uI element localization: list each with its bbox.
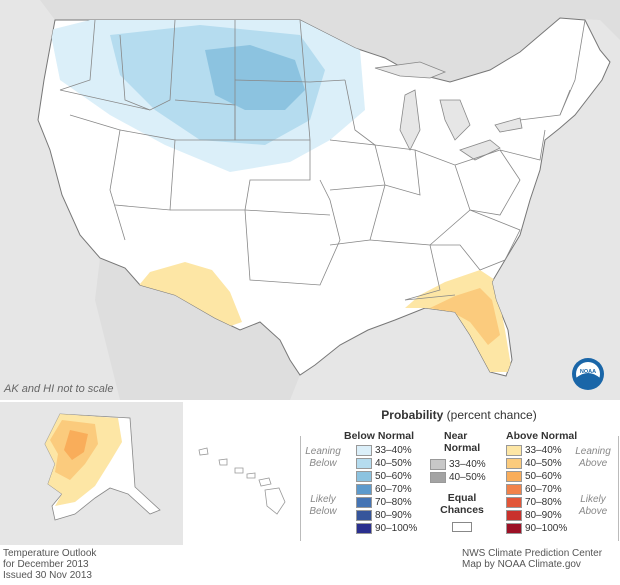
- legend: Probability (percent chance) Below Norma…: [298, 402, 620, 545]
- legend-near-swatch: [430, 459, 446, 470]
- footer-left: Temperature Outlook for December 2013 Is…: [3, 548, 96, 581]
- legend-below-swatch: [356, 497, 372, 508]
- legend-above-label: 90–100%: [525, 523, 568, 535]
- legend-below-swatch: [356, 458, 372, 469]
- legend-below-label: 40–50%: [375, 458, 412, 470]
- legend-above-frame: [566, 436, 619, 541]
- legend-above-label: 60–70%: [525, 484, 562, 496]
- legend-equal-chances: Equal Chances: [440, 492, 484, 516]
- legend-above-swatch: [506, 445, 522, 456]
- legend-below-label: 50–60%: [375, 471, 412, 483]
- legend-below-swatch: [356, 445, 372, 456]
- great-lakes: [374, 61, 523, 161]
- legend-below-row: 90–100%: [356, 523, 417, 535]
- legend-below-label: 80–90%: [375, 510, 412, 522]
- legend-above-label: 70–80%: [525, 497, 562, 509]
- legend-below-label: 60–70%: [375, 484, 412, 496]
- scale-note: AK and HI not to scale: [4, 383, 114, 395]
- legend-above-row: 50–60%: [506, 471, 562, 483]
- noaa-logo-text: NOAA: [580, 369, 596, 375]
- legend-above-label: 33–40%: [525, 445, 562, 457]
- footer-period: for December 2013: [3, 559, 89, 570]
- legend-below-label: 90–100%: [375, 523, 418, 535]
- mexico-landmass: [95, 258, 300, 400]
- legend-likely-below: Likely Below: [309, 494, 337, 517]
- legend-above-row: 40–50%: [506, 458, 562, 470]
- legend-above-row: 80–90%: [506, 510, 562, 522]
- legend-below-swatch: [356, 510, 372, 521]
- footer-outlook: Temperature Outlook: [3, 548, 97, 559]
- legend-above-label: 80–90%: [525, 510, 562, 522]
- legend-near-row: 40–50%: [430, 472, 486, 484]
- legend-likely-above: Likely Above: [578, 494, 608, 517]
- footer-cpc: NWS Climate Prediction Center: [462, 548, 603, 559]
- legend-below-frame: [300, 436, 353, 541]
- legend-below-row: 33–40%: [356, 445, 412, 457]
- hawaii-panel: [185, 402, 296, 545]
- legend-below-row: 80–90%: [356, 510, 412, 522]
- state-lines: [59, 19, 586, 301]
- noaa-logo: NOAA: [572, 358, 604, 390]
- legend-above-row: 33–40%: [506, 445, 562, 457]
- legend-above-swatch: [506, 497, 522, 508]
- legend-above-header: Above Normal: [506, 430, 578, 442]
- alaska-panel: [0, 402, 183, 545]
- footer-right: NWS Climate Prediction Center Map by NOA…: [462, 548, 602, 570]
- legend-above-swatch: [506, 523, 522, 534]
- footer-mapby: Map by NOAA Climate.gov: [462, 559, 581, 570]
- hawaii-islands: [198, 447, 286, 515]
- legend-above-swatch: [506, 510, 522, 521]
- legend-below-row: 70–80%: [356, 497, 412, 509]
- conus-map: NOAA: [37, 0, 620, 400]
- legend-above-row: 90–100%: [506, 523, 567, 535]
- legend-below-row: 60–70%: [356, 484, 412, 496]
- legend-near-header: Near Normal: [444, 430, 481, 454]
- main-map: NOAA AK and HI not to scale: [0, 0, 620, 400]
- legend-above-swatch: [506, 458, 522, 469]
- legend-below-header: Below Normal: [344, 430, 415, 442]
- legend-below-swatch: [356, 471, 372, 482]
- legend-below-label: 33–40%: [375, 445, 412, 457]
- legend-above-swatch: [506, 484, 522, 495]
- alaska-above-50-60: [64, 430, 88, 460]
- legend-title: Probability (percent chance): [298, 408, 620, 422]
- legend-above-label: 40–50%: [525, 458, 562, 470]
- legend-below-swatch: [356, 484, 372, 495]
- legend-below-swatch: [356, 523, 372, 534]
- above-40-50-fl: [430, 288, 500, 345]
- legend-leaning-below: Leaning Below: [305, 446, 341, 469]
- legend-near-label: 33–40%: [449, 459, 486, 471]
- legend-below-row: 40–50%: [356, 458, 412, 470]
- legend-below-label: 70–80%: [375, 497, 412, 509]
- legend-above-label: 50–60%: [525, 471, 562, 483]
- legend-above-row: 60–70%: [506, 484, 562, 496]
- legend-near-row: 33–40%: [430, 459, 486, 471]
- legend-near-label: 40–50%: [449, 472, 486, 484]
- below-50-60-area: [205, 45, 305, 110]
- legend-title-main: Probability: [381, 408, 444, 422]
- legend-above-swatch: [506, 471, 522, 482]
- footer-issued: Issued 30 Nov 2013: [3, 570, 92, 581]
- legend-leaning-above: Leaning Above: [575, 446, 611, 469]
- legend-equal-chances-swatch: [452, 522, 472, 532]
- above-33-40-sw: [135, 262, 242, 328]
- legend-below-row: 50–60%: [356, 471, 412, 483]
- canada-landmass: [40, 0, 620, 82]
- legend-above-row: 70–80%: [506, 497, 562, 509]
- legend-title-suffix: (percent chance): [446, 408, 537, 422]
- legend-near-swatch: [430, 472, 446, 483]
